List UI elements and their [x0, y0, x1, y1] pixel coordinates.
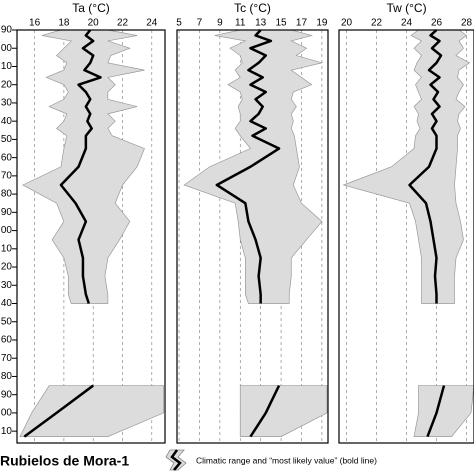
- y-tick-label: 00: [1, 225, 13, 236]
- climatic-range: [22, 29, 145, 304]
- climatic-range: [413, 385, 474, 437]
- x-tick-label: 11: [235, 18, 246, 29]
- x-tick-label: 20: [88, 18, 100, 29]
- x-tick-label: 15: [276, 18, 288, 29]
- y-tick-label: 10: [1, 426, 13, 437]
- most-likely-line: [426, 385, 446, 438]
- most-likely-line: [59, 29, 102, 304]
- panel-frame: [338, 29, 474, 444]
- y-tick-label: 60: [1, 335, 13, 346]
- y-tick-label: 50: [1, 316, 13, 327]
- y-tick-label: 90: [1, 207, 13, 218]
- x-tick-label: 24: [146, 18, 158, 29]
- x-tick-label: 22: [117, 18, 129, 29]
- panel-title: Tw (°C): [386, 1, 426, 15]
- most-likely-line: [215, 29, 281, 304]
- y-tick-label: 90: [1, 389, 13, 400]
- y-tick-label: 90: [1, 25, 13, 36]
- legend-icon: [165, 449, 187, 471]
- y-tick-label: 60: [1, 152, 13, 163]
- y-tick-label: 50: [1, 134, 13, 145]
- x-tick-label: 28: [461, 18, 473, 29]
- x-tick-label: 26: [431, 18, 443, 29]
- panel-title: Tc (°C): [234, 1, 271, 15]
- y-tick-label: 40: [1, 298, 13, 309]
- y-tick-label: 40: [1, 116, 13, 127]
- y-tick-label: 00: [1, 408, 13, 419]
- x-tick-label: 13: [255, 18, 267, 29]
- y-tick-label: 00: [1, 43, 13, 54]
- climatic-range: [19, 385, 164, 437]
- climatic-range: [183, 29, 324, 304]
- x-tick-label: 5: [176, 18, 182, 29]
- y-tick-label: 30: [1, 280, 13, 291]
- most-likely-line: [408, 29, 443, 304]
- x-tick-label: 18: [58, 18, 70, 29]
- y-tick-label: 10: [1, 243, 13, 254]
- y-tick-label: 20: [1, 262, 13, 273]
- most-likely-line: [249, 385, 281, 438]
- panel-frame: [16, 29, 166, 444]
- x-tick-label: 24: [401, 18, 413, 29]
- x-tick-label: 16: [29, 18, 41, 29]
- y-tick-label: 20: [1, 79, 13, 90]
- x-tick-label: 22: [371, 18, 383, 29]
- y-tick-label: 70: [1, 171, 13, 182]
- y-tick-label: 70: [1, 353, 13, 364]
- most-likely-line: [23, 384, 94, 438]
- x-tick-label: 7: [197, 18, 203, 29]
- panel-title: Ta (°C): [72, 1, 109, 15]
- x-tick-label: 20: [341, 18, 353, 29]
- site-name: Rubielos de Mora-1: [0, 453, 129, 469]
- x-tick-label: 9: [217, 18, 223, 29]
- climatic-range: [239, 385, 328, 437]
- y-tick-label: 80: [1, 189, 13, 200]
- x-tick-label: 19: [316, 18, 328, 29]
- climatic-range: [342, 29, 471, 304]
- y-tick-label: 30: [1, 98, 13, 109]
- panel-frame: [176, 29, 329, 444]
- y-tick-label: 80: [1, 371, 13, 382]
- legend-text: Climatic range and “most likely value” (…: [196, 455, 377, 465]
- x-tick-label: 17: [296, 18, 308, 29]
- y-tick-label: 10: [1, 61, 13, 72]
